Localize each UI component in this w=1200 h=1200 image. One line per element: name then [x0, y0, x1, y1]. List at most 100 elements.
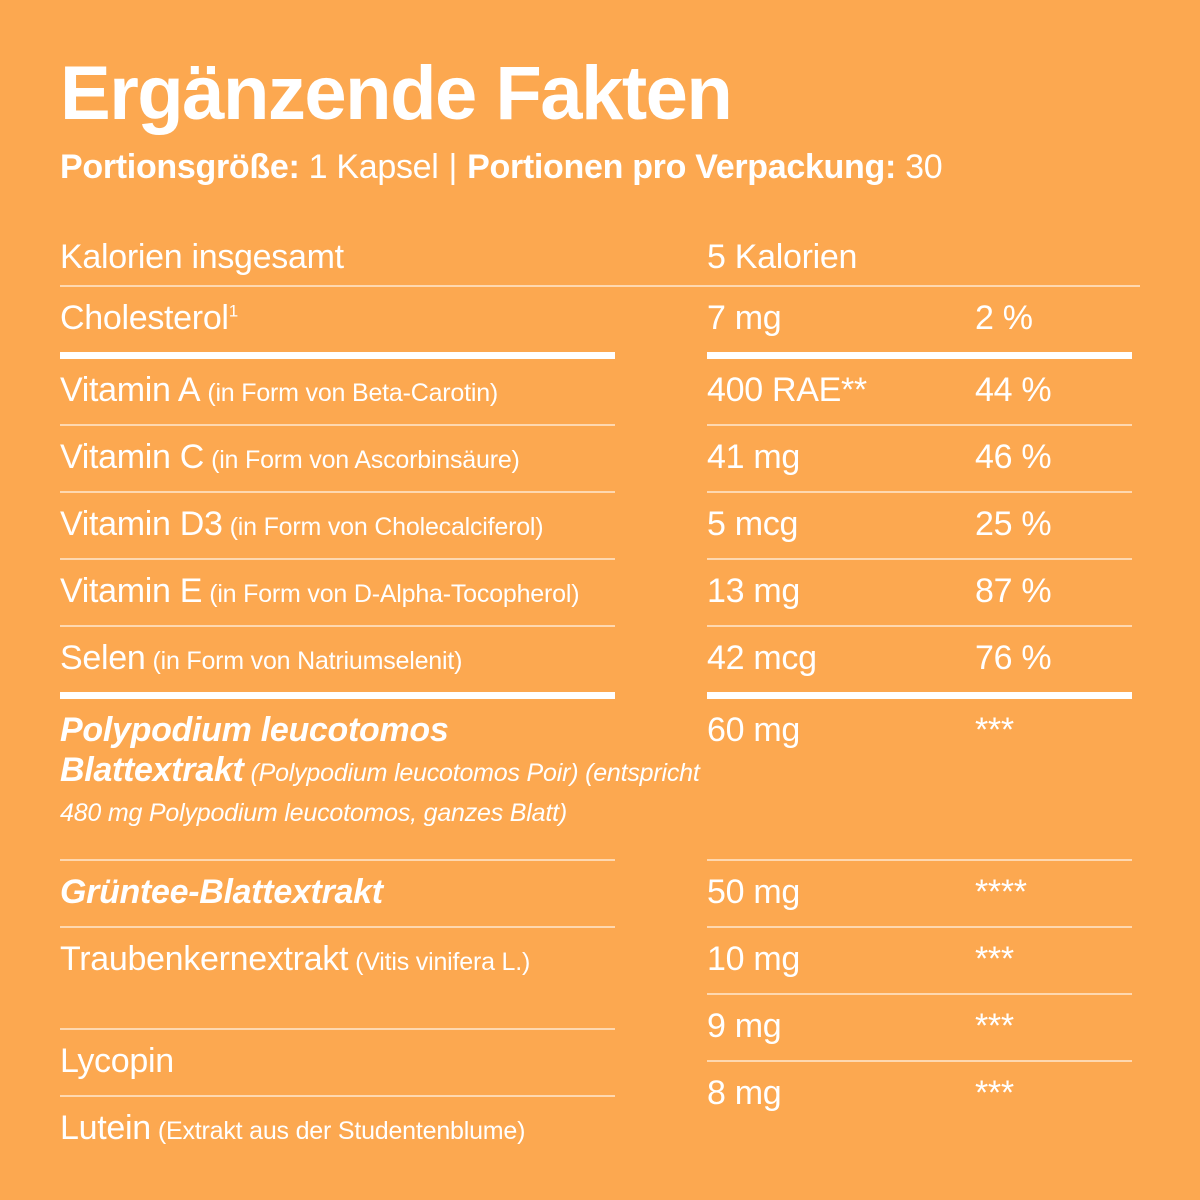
amount-value: 10 mg [707, 939, 800, 978]
amount-value: 9 mg [707, 1006, 782, 1045]
daily-value: **** [975, 872, 1027, 911]
divider [707, 351, 1132, 359]
nutrient-cell: Lycopin [60, 1030, 705, 1095]
amount-value: 41 mg [707, 437, 800, 476]
amount-value: 8 mg [707, 1073, 782, 1112]
nutrient-name: Selen [60, 638, 146, 677]
divider [707, 992, 1132, 995]
amount-cell: 50 mg **** [707, 861, 1132, 926]
servings-per-pack-value: 30 [905, 147, 943, 186]
separator: | [448, 147, 458, 186]
page-title: Ergänzende Fakten [60, 51, 733, 136]
amount-value: 50 mg [707, 872, 800, 911]
nutrient-name: Vitamin C [60, 437, 205, 476]
nutrient-name: Cholesterol [60, 298, 229, 337]
divider [60, 624, 615, 627]
amount-value: 5 Kalorien [707, 237, 858, 276]
divider [60, 351, 615, 359]
nutrient-detail: (in Form von Natriumselenit) [152, 646, 463, 675]
amount-cell: 8 mg *** [707, 1062, 1132, 1127]
serving-size-label: Portionsgröße: [60, 147, 300, 186]
nutrient-detail: (in Form von Beta-Carotin) [207, 378, 499, 407]
amount-value: 13 mg [707, 571, 800, 610]
amount-cell: 60 mg *** [707, 699, 1132, 859]
nutrient-detail: (in Form von D-Alpha-Tocopherol) [209, 579, 580, 608]
nutrient-cell: Lutein (Extrakt aus der Studentenblume) [60, 1097, 705, 1162]
divider [60, 925, 615, 928]
nutrient-detail: (in Form von Ascorbinsäure) [211, 445, 520, 474]
divider [707, 1059, 1132, 1062]
daily-value: 2 % [975, 298, 1033, 337]
nutrient-detail: (in Form von Cholecalciferol) [229, 512, 544, 541]
servings-per-pack-label: Portionen pro Verpackung: [467, 147, 896, 186]
divider [60, 423, 615, 426]
divider-full [60, 284, 1140, 287]
divider [60, 1094, 615, 1097]
nutrient-name: Traubenkernextrakt [60, 939, 349, 978]
divider [707, 490, 1132, 493]
daily-value: *** [975, 939, 1014, 978]
nutrient-detail: (Vitis vinifera L.) [355, 947, 531, 976]
nutrient-cell: Selen (in Form von Natriumselenit) [60, 627, 705, 692]
daily-value: 87 % [975, 571, 1052, 610]
divider [707, 691, 1132, 699]
amount-cell: 41 mg 46 % [707, 426, 1132, 491]
serving-size-value: 1 Kapsel [308, 147, 439, 186]
nutrient-cell: Cholesterol1 [60, 287, 705, 352]
divider [60, 490, 615, 493]
amount-value: 7 mg [707, 298, 782, 337]
nutrient-cell: Grüntee-Blattextrakt [60, 861, 705, 926]
nutrient-detail: (Polypodium leucotomos Poir) (entspricht… [60, 758, 700, 827]
divider [60, 691, 615, 699]
amount-cell: 13 mg 87 % [707, 560, 1132, 625]
divider [60, 1027, 615, 1030]
daily-value: 25 % [975, 504, 1052, 543]
divider [707, 925, 1132, 928]
amount-cell: 42 mcg 76 % [707, 627, 1132, 692]
amount-value: 60 mg [707, 710, 800, 749]
nutrient-name: Vitamin E [60, 571, 203, 610]
daily-value: 76 % [975, 638, 1052, 677]
nutrient-name: Lutein [60, 1108, 151, 1147]
serving-info: Portionsgröße: 1 Kapsel | Portionen pro Ve… [60, 147, 1140, 187]
daily-value: *** [975, 1073, 1014, 1112]
amount-value: 400 RAE** [707, 370, 867, 409]
nutrient-detail: (Extrakt aus der Studentenblume) [157, 1116, 526, 1145]
footnote-marker: 1 [228, 301, 238, 321]
amount-cell: 10 mg *** [707, 928, 1132, 993]
daily-value: *** [975, 710, 1014, 749]
table-row: Kalorien insgesamt 5 Kalorien [60, 227, 1140, 285]
nutrient-name: Vitamin A [60, 370, 201, 409]
nutrient-name: Grüntee-Blattextrakt [60, 872, 383, 911]
daily-value: 46 % [975, 437, 1052, 476]
nutrient-cell: Polypodium leucotomos Blattextrakt (Polyp… [60, 699, 705, 859]
amount-cell: 7 mg 2 % [707, 287, 1132, 352]
daily-value: *** [975, 1006, 1014, 1045]
nutrient-name: Polypodium leucotomos Blattextrakt [60, 710, 449, 789]
amount-cell: 400 RAE** 44 % [707, 359, 1132, 424]
nutrient-cell: Vitamin A (in Form von Beta-Carotin) [60, 359, 705, 424]
divider [707, 557, 1132, 560]
nutrient-name: Lycopin [60, 1041, 174, 1080]
nutrient-name: Kalorien insgesamt [60, 237, 344, 276]
amount-value: 5 mcg [707, 504, 799, 543]
divider [707, 624, 1132, 627]
nutrient-cell: Vitamin C (in Form von Ascorbinsäure) [60, 426, 705, 491]
nutrient-name: Vitamin D3 [60, 504, 223, 543]
nutrient-column: Cholesterol1 Vitamin A (in Form von Beta-… [60, 287, 700, 1162]
divider [60, 557, 615, 560]
nutrient-cell: Vitamin D3 (in Form von Cholecalciferol) [60, 493, 705, 558]
nutrient-cell: Traubenkernextrakt (Vitis vinifera L.) [60, 928, 705, 1028]
table-columns: Cholesterol1 Vitamin A (in Form von Beta-… [60, 287, 1140, 1162]
amount-column: 7 mg 2 % 400 RAE** 44 % 41 mg 46 % 5 mcg 25 … [707, 287, 1132, 1162]
amount-cell: 9 mg *** [707, 995, 1132, 1060]
facts-table: Kalorien insgesamt 5 Kalorien Cholestero… [60, 227, 1140, 1162]
amount-value: 42 mcg [707, 638, 817, 677]
daily-value: 44 % [975, 370, 1052, 409]
divider [60, 858, 615, 861]
nutrient-cell: Vitamin E (in Form von D-Alpha-Tocopherol… [60, 560, 705, 625]
amount-cell: 5 mcg 25 % [707, 493, 1132, 558]
divider [707, 423, 1132, 426]
divider [707, 858, 1132, 861]
